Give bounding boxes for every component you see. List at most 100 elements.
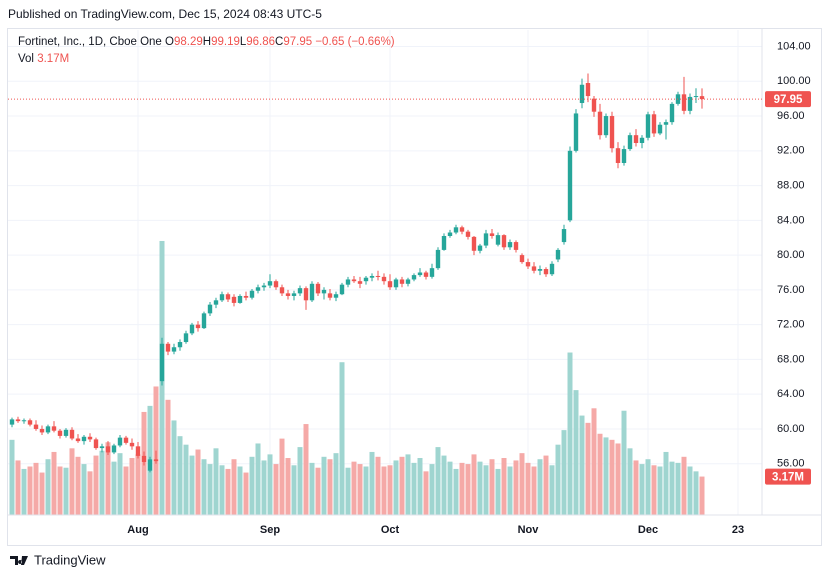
- candle-body: [555, 249, 561, 260]
- volume-bar: [501, 458, 507, 515]
- candle-body: [105, 446, 111, 453]
- volume-bar: [105, 442, 111, 515]
- candle-body: [243, 295, 249, 298]
- volume-bar: [381, 466, 387, 515]
- volume-bar: [135, 454, 141, 515]
- candle-body: [27, 420, 33, 425]
- volume-bar: [255, 443, 261, 515]
- volume-bar: [663, 451, 669, 515]
- volume-bar: [423, 471, 429, 515]
- volume-bar: [339, 362, 345, 515]
- candle-body: [507, 242, 513, 248]
- candle-body: [669, 103, 675, 123]
- volume-value: 3.17M: [37, 53, 69, 65]
- candle-body: [597, 111, 603, 136]
- volume-bar: [447, 461, 453, 515]
- candle-body: [15, 419, 21, 422]
- volume-bar: [321, 456, 327, 515]
- volume-bar: [609, 439, 615, 515]
- candle-body: [477, 245, 483, 251]
- volume-label: Vol: [18, 53, 34, 65]
- volume-bar: [405, 454, 411, 515]
- candle-body: [609, 116, 615, 149]
- candle-body: [111, 445, 117, 453]
- candle-body: [303, 288, 309, 301]
- candle-body: [357, 281, 363, 284]
- volume-bar: [357, 464, 363, 515]
- volume-bar: [465, 464, 471, 515]
- candle-body: [213, 300, 219, 305]
- candle-body: [81, 436, 87, 442]
- volume-bar: [549, 465, 555, 515]
- candle-body: [393, 279, 399, 288]
- volume-bar: [621, 410, 627, 515]
- candle-body: [543, 269, 549, 275]
- candle-body: [39, 428, 45, 433]
- candle-body: [225, 294, 231, 300]
- candle-body: [279, 287, 285, 294]
- volume-bar: [363, 466, 369, 515]
- candle-body: [207, 304, 213, 314]
- volume-bar: [189, 455, 195, 515]
- volume-bar: [441, 455, 447, 515]
- volume-bar: [387, 465, 393, 515]
- candle-body: [255, 287, 261, 291]
- candle-body: [459, 227, 465, 232]
- volume-bar: [63, 467, 69, 515]
- y-tick-label: 80.00: [777, 249, 805, 261]
- y-tick-label: 104.00: [777, 40, 811, 52]
- volume-bar: [315, 467, 321, 515]
- candle-body: [513, 242, 519, 250]
- volume-bar: [375, 456, 381, 515]
- volume-bar: [495, 468, 501, 515]
- candle-body: [465, 231, 471, 237]
- volume-bar: [201, 459, 207, 515]
- volume-bar: [369, 451, 375, 515]
- volume-bar: [225, 468, 231, 515]
- candle-body: [345, 279, 351, 285]
- x-tick-label: 23: [732, 524, 744, 536]
- volume-bar: [207, 464, 213, 515]
- volume-bar: [237, 466, 243, 515]
- ohlc-label: C: [275, 36, 283, 48]
- volume-bar: [543, 455, 549, 515]
- plot: [8, 30, 762, 515]
- volume-bar: [507, 466, 513, 515]
- volume-bar: [471, 454, 477, 515]
- volume-bar: [51, 451, 57, 515]
- candle-body: [333, 294, 339, 298]
- candle-body: [615, 148, 621, 163]
- volume-bar: [243, 472, 249, 515]
- volume-bar: [21, 468, 27, 515]
- y-tick-label: 88.00: [777, 179, 805, 191]
- candle-body: [153, 459, 159, 462]
- volume-bar: [345, 467, 351, 515]
- candle-body: [681, 94, 687, 111]
- last-price-box: [765, 91, 811, 108]
- volume-bar: [15, 460, 21, 515]
- x-tick-label: Aug: [127, 524, 148, 536]
- candle-body: [603, 116, 609, 136]
- volume-bar: [75, 456, 81, 515]
- candle-body: [447, 232, 453, 236]
- y-tick-label: 76.00: [777, 284, 805, 296]
- candle-body: [639, 137, 645, 143]
- candle-body: [183, 333, 189, 343]
- candle-body: [645, 114, 651, 138]
- published-note: Published on TradingView.com, Dec 15, 20…: [8, 7, 322, 21]
- y-tick-label: 56.00: [777, 458, 805, 470]
- candle-body: [147, 459, 153, 471]
- brand: TradingView: [34, 552, 106, 567]
- volume-bar: [183, 444, 189, 515]
- candle-body: [411, 275, 417, 280]
- x-tick-label: Sep: [260, 524, 280, 536]
- x-tick-label: Nov: [518, 524, 540, 536]
- candle-body: [267, 281, 273, 286]
- last-volume-label: 3.17M: [772, 472, 804, 484]
- candle-body: [87, 436, 93, 440]
- volume-bar: [33, 462, 39, 515]
- volume-bar: [285, 458, 291, 515]
- volume-bar: [513, 460, 519, 515]
- volume-bar: [687, 466, 693, 515]
- volume-bar: [555, 444, 561, 515]
